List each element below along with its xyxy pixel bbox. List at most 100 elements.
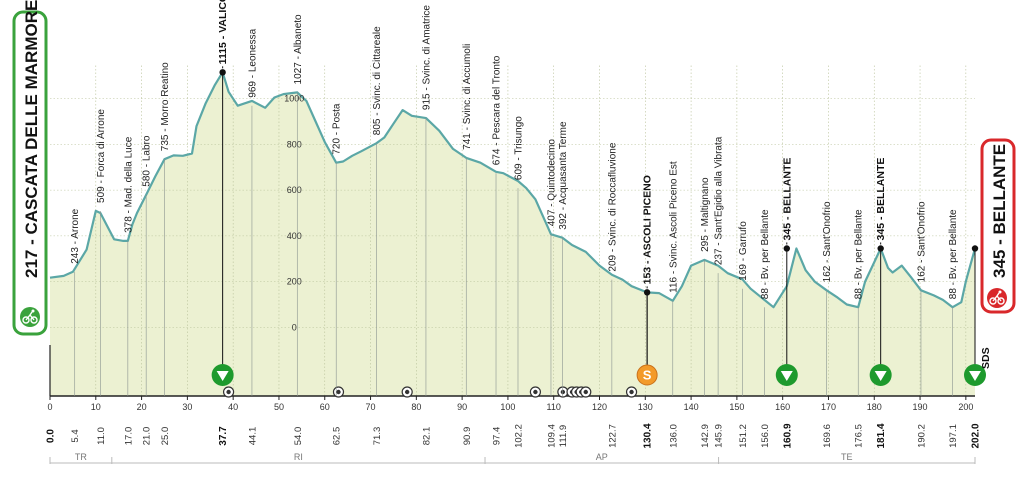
waypoint-name-label: 153 - ASCOLI PICENO bbox=[642, 175, 654, 284]
waypoint-name-label: 378 - Mad. della Luce bbox=[123, 136, 134, 233]
waypoint-km-label: 97.4 bbox=[492, 427, 503, 446]
cyclist-icon bbox=[20, 307, 40, 327]
waypoint-km-label: 160.9 bbox=[782, 423, 793, 448]
waypoint-name-label: 915 - Svinc. di Amatrice bbox=[421, 5, 432, 110]
province-label: AP bbox=[596, 452, 608, 462]
feed-mark-icon bbox=[580, 386, 592, 398]
x-tick-label: 170 bbox=[821, 402, 836, 412]
waypoint-name-label: 116 - Svinc. Ascoli Piceno Est bbox=[668, 161, 679, 293]
waypoint-name-label: 169 - Garrufo bbox=[738, 221, 749, 281]
waypoint-name-label: 237 - Sant'Egidio alla Vibrata bbox=[714, 136, 725, 265]
waypoint-name-label: 674 - Pescara del Tronto bbox=[492, 55, 503, 165]
x-tick-label: 190 bbox=[913, 402, 928, 412]
kom-s-icon: S bbox=[636, 364, 658, 386]
finish-altitude-name: 345 - BELLANTE bbox=[990, 144, 1009, 278]
x-tick-label: 110 bbox=[547, 402, 561, 412]
waypoint-km-label: 54.0 bbox=[293, 427, 304, 446]
x-tick-label: 0 bbox=[47, 402, 52, 412]
waypoint-km-label: 169.6 bbox=[822, 424, 833, 448]
waypoint-name-label: 88 - Bv. per Bellante bbox=[760, 209, 771, 299]
waypoint-km-label: 122.7 bbox=[607, 424, 618, 448]
sprint-triangle-icon bbox=[964, 364, 986, 386]
waypoint-km-label: 156.0 bbox=[760, 424, 771, 448]
distance-axis: 0 10 20 30 40 50 60 70 80 90 100 110 120 130 140 150 160… bbox=[47, 395, 975, 412]
grid bbox=[49, 64, 975, 396]
altitude-tick-label: 600 bbox=[287, 185, 302, 195]
province-label: TE bbox=[841, 452, 853, 462]
waypoint-km-label: 82.1 bbox=[421, 427, 432, 446]
start-altitude-name: 217 - CASCATA DELLE MARMORE bbox=[22, 0, 41, 278]
x-tick-label: 80 bbox=[411, 402, 421, 412]
waypoint-km-label: 181.4 bbox=[876, 423, 887, 448]
waypoint-name-label: 720 - Posta bbox=[332, 103, 343, 155]
waypoint-km-label: 0.0 bbox=[46, 429, 57, 443]
x-tick-label: 40 bbox=[228, 402, 238, 412]
feed-mark-icon bbox=[401, 386, 413, 398]
waypoint-km-label: 145.9 bbox=[714, 424, 725, 448]
waypoint-km-label: 25.0 bbox=[160, 427, 171, 446]
waypoint-km-label: 37.7 bbox=[218, 426, 229, 446]
altitude-tick-label: 200 bbox=[287, 277, 302, 287]
cyclist-icon bbox=[987, 288, 1007, 308]
waypoint-km-label: 44.1 bbox=[247, 427, 258, 446]
waypoint-dot bbox=[643, 289, 651, 296]
waypoint-km-label: 21.0 bbox=[142, 427, 153, 446]
altitude-tick-label: 400 bbox=[287, 231, 302, 241]
waypoint-dot bbox=[971, 245, 979, 252]
waypoint-name-label: 805 - Svinc. di Cittareale bbox=[372, 26, 383, 135]
waypoint-km-label: 90.9 bbox=[462, 427, 473, 446]
altitude-tick-label: 0 bbox=[292, 322, 297, 332]
altitude-tick-label: 800 bbox=[287, 139, 302, 149]
waypoint-km-label: 176.5 bbox=[854, 424, 865, 448]
profile-line bbox=[49, 71, 977, 309]
sds-label: SDS bbox=[980, 347, 992, 369]
waypoint-dot bbox=[219, 69, 226, 76]
waypoint-name-label: 580 - Labro bbox=[142, 135, 153, 187]
waypoint-name-label: 243 - Arrone bbox=[70, 208, 81, 263]
profile-area bbox=[50, 72, 975, 397]
waypoints: 0.0 5.4 243 - Arrone 11.0 509 - Forca di Arr… bbox=[46, 0, 986, 449]
waypoint-name-label: 392 - Acquasanta Terme bbox=[558, 121, 569, 230]
province-label: TR bbox=[75, 452, 87, 462]
x-tick-label: 30 bbox=[182, 402, 192, 412]
feed-mark-icon bbox=[529, 386, 541, 398]
province-bar: TR RI AP TE bbox=[49, 452, 976, 464]
x-tick-label: 200 bbox=[958, 402, 973, 412]
finish-banner-frame bbox=[980, 138, 1016, 314]
x-tick-label: 130 bbox=[638, 402, 653, 412]
waypoint-name-label: 88 - Bv. per Bellante bbox=[948, 209, 959, 299]
waypoint-km-label: 130.4 bbox=[643, 423, 654, 448]
waypoint-km-label: 71.3 bbox=[372, 427, 383, 446]
x-tick-label: 50 bbox=[274, 402, 284, 412]
x-tick-label: 120 bbox=[592, 402, 607, 412]
waypoint-name-label: 345 - BELLANTE bbox=[875, 158, 887, 241]
waypoint-name-label: 295 - Maltignano bbox=[700, 177, 711, 252]
waypoint-name-label: 162 - Sant'Onofrio bbox=[916, 201, 927, 282]
x-tick-label: 140 bbox=[684, 402, 699, 412]
start-banner-frame bbox=[12, 10, 48, 336]
waypoint-name-label: 162 - Sant'Onofrio bbox=[822, 201, 833, 282]
waypoint-dot bbox=[783, 245, 790, 252]
x-tick-label: 10 bbox=[91, 402, 101, 412]
waypoint-km-label: 11.0 bbox=[96, 427, 107, 445]
sprint-triangle-icon bbox=[775, 364, 798, 386]
waypoint-name-label: 209 - Svinc. di Roccafluvione bbox=[607, 142, 618, 271]
finish-banner: 345 - BELLANTE bbox=[980, 138, 1016, 314]
waypoint-name-label: 1027 - Albaneto bbox=[293, 14, 304, 84]
waypoint-name-label: 735 - Morro Reatino bbox=[160, 62, 171, 151]
feed-mark-icon bbox=[222, 386, 235, 398]
x-tick-label: 100 bbox=[500, 402, 515, 412]
waypoint-name-label: 969 - Leonessa bbox=[247, 28, 258, 97]
profile-fill bbox=[50, 72, 975, 397]
sprint-triangle-icon bbox=[211, 364, 234, 386]
waypoint-km-label: 151.2 bbox=[738, 424, 749, 448]
waypoint-name-label: 509 - Forca di Arrone bbox=[96, 109, 107, 203]
waypoint-km-label: 202.0 bbox=[971, 423, 982, 448]
waypoint-km-label: 109.4 bbox=[546, 424, 557, 448]
feed-zone-marks bbox=[222, 386, 638, 398]
x-tick-label: 90 bbox=[457, 402, 467, 412]
waypoint-km-label: 102.2 bbox=[513, 424, 524, 448]
waypoint-dot bbox=[877, 245, 884, 252]
x-tick-label: 180 bbox=[867, 402, 882, 412]
